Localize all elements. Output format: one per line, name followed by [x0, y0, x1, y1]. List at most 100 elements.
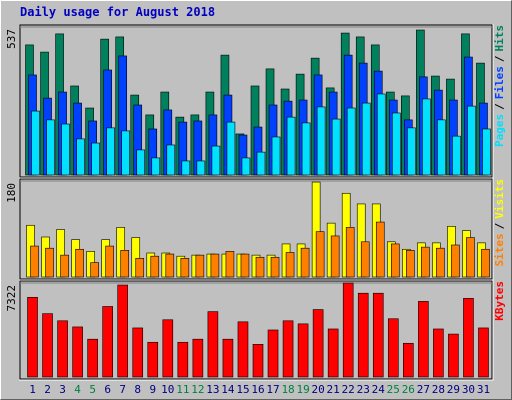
bar: [121, 130, 131, 176]
x-tick-label: 21: [327, 383, 340, 396]
bar: [481, 248, 490, 278]
y-tick-label: 180: [5, 183, 18, 203]
x-tick-label: 24: [372, 383, 386, 396]
x-tick-label: 22: [342, 383, 355, 396]
bar: [478, 327, 489, 378]
bar: [45, 247, 54, 278]
bar: [407, 127, 416, 176]
legend: KBytes: [493, 281, 506, 321]
x-tick-label: 23: [357, 383, 370, 396]
bar: [87, 338, 98, 378]
bar: [422, 98, 431, 176]
bar: [270, 256, 280, 278]
bar: [27, 296, 38, 378]
bar: [297, 323, 309, 378]
bar: [376, 93, 386, 176]
bar: [192, 338, 204, 378]
bar: [256, 151, 266, 176]
bar: [177, 341, 189, 378]
bar: [105, 245, 114, 278]
bar: [301, 122, 311, 176]
x-tick-label: 19: [296, 383, 309, 396]
legend-separator: /: [493, 222, 506, 229]
bar: [448, 333, 459, 378]
bar: [46, 119, 55, 176]
bar: [106, 127, 115, 176]
bar: [421, 246, 430, 278]
legend: Pages / Files / Hits: [493, 25, 506, 147]
bar: [30, 245, 39, 278]
bar: [482, 128, 491, 176]
x-tick-label: 27: [417, 383, 430, 396]
bar: [166, 144, 176, 176]
bar: [61, 123, 70, 176]
legend-separator: /: [493, 55, 506, 62]
bar: [437, 119, 446, 176]
bar: [436, 247, 445, 278]
bar: [180, 258, 190, 278]
bar: [147, 341, 159, 378]
bar: [91, 142, 100, 176]
legend-entry: KBytes: [493, 281, 506, 321]
bar: [361, 102, 371, 176]
y-tick-label: 7322: [5, 285, 18, 312]
x-tick-label: 31: [477, 383, 490, 396]
bar: [225, 251, 235, 278]
bar: [196, 160, 206, 176]
legend-entry: Visits: [493, 179, 506, 219]
legend-entry: Pages: [493, 114, 506, 147]
bar: [285, 252, 295, 278]
bar: [406, 250, 415, 278]
x-tick-label: 28: [432, 383, 445, 396]
bar: [150, 255, 160, 278]
bar: [312, 309, 324, 378]
bar: [60, 254, 69, 278]
x-tick-label: 5: [89, 383, 96, 396]
bar: [241, 157, 251, 176]
bar: [102, 306, 113, 378]
x-tick-label: 2: [44, 383, 51, 396]
bar: [463, 298, 474, 378]
legend-entry: Hits: [493, 25, 506, 52]
x-tick-label: 7: [119, 383, 126, 396]
bar: [31, 110, 40, 176]
bar: [132, 327, 144, 378]
bar: [346, 107, 356, 176]
bar: [252, 344, 264, 378]
bar: [345, 227, 355, 278]
legend-entry: Files: [493, 66, 506, 99]
bar: [330, 235, 340, 278]
bar: [76, 138, 85, 176]
x-tick-label: 11: [176, 383, 189, 396]
bar: [282, 320, 294, 378]
bar: [57, 320, 68, 378]
x-tick-label: 20: [312, 383, 325, 396]
y-tick-label: 537: [5, 29, 18, 49]
bar: [391, 112, 401, 176]
bar: [72, 326, 83, 378]
x-tick-label: 10: [161, 383, 174, 396]
x-tick-label: 6: [104, 383, 111, 396]
bar: [255, 256, 265, 278]
bar: [300, 247, 310, 278]
x-tick-label: 9: [149, 383, 156, 396]
bar: [342, 282, 354, 378]
bar: [90, 262, 99, 278]
bar: [165, 253, 175, 278]
x-tick-label: 30: [462, 383, 475, 396]
bar: [387, 318, 399, 378]
x-tick-label: 29: [447, 383, 460, 396]
legend: Sites / Visits: [493, 179, 506, 267]
bar: [75, 248, 84, 278]
bar: [271, 136, 281, 176]
bar: [151, 157, 161, 176]
bar: [211, 145, 221, 176]
x-tick-label: 12: [191, 383, 204, 396]
bar: [210, 253, 220, 278]
bar: [375, 221, 385, 278]
legend-separator: /: [493, 103, 506, 110]
x-tick-label: 17: [266, 383, 279, 396]
x-tick-label: 14: [221, 383, 235, 396]
bar: [181, 160, 191, 176]
